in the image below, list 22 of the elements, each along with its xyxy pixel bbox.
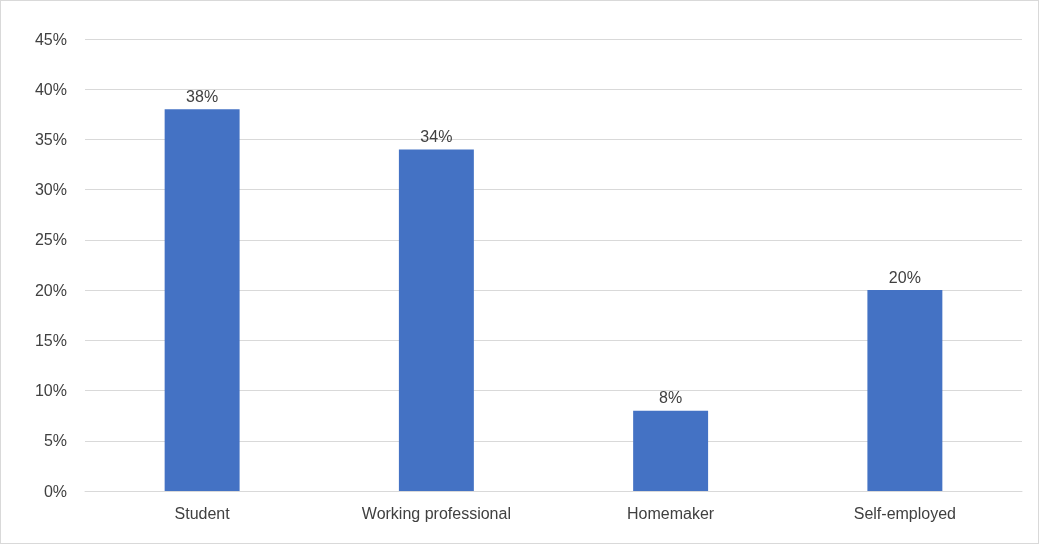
data-label: 20% xyxy=(888,268,921,286)
y-tick-label: 40% xyxy=(34,80,67,98)
y-tick-label: 25% xyxy=(34,231,67,249)
bar xyxy=(398,149,474,491)
y-tick-label: 5% xyxy=(43,432,67,450)
x-tick-label: Student xyxy=(174,504,231,522)
y-tick-label: 20% xyxy=(34,281,67,299)
bar xyxy=(633,410,709,491)
data-label: 34% xyxy=(420,127,453,145)
bar xyxy=(867,290,943,491)
y-tick-label: 35% xyxy=(34,130,67,148)
y-tick-label: 30% xyxy=(34,181,67,199)
x-tick-label: Working professional xyxy=(361,504,511,522)
y-tick-label: 10% xyxy=(34,382,67,400)
y-tick-label: 0% xyxy=(43,482,67,500)
x-tick-label: Homemaker xyxy=(627,504,715,522)
y-tick-label: 45% xyxy=(34,30,67,48)
bar xyxy=(164,109,240,491)
data-label: 8% xyxy=(659,389,683,407)
y-tick-label: 15% xyxy=(34,331,67,349)
data-label: 38% xyxy=(186,87,219,105)
x-tick-label: Self-employed xyxy=(853,504,957,522)
